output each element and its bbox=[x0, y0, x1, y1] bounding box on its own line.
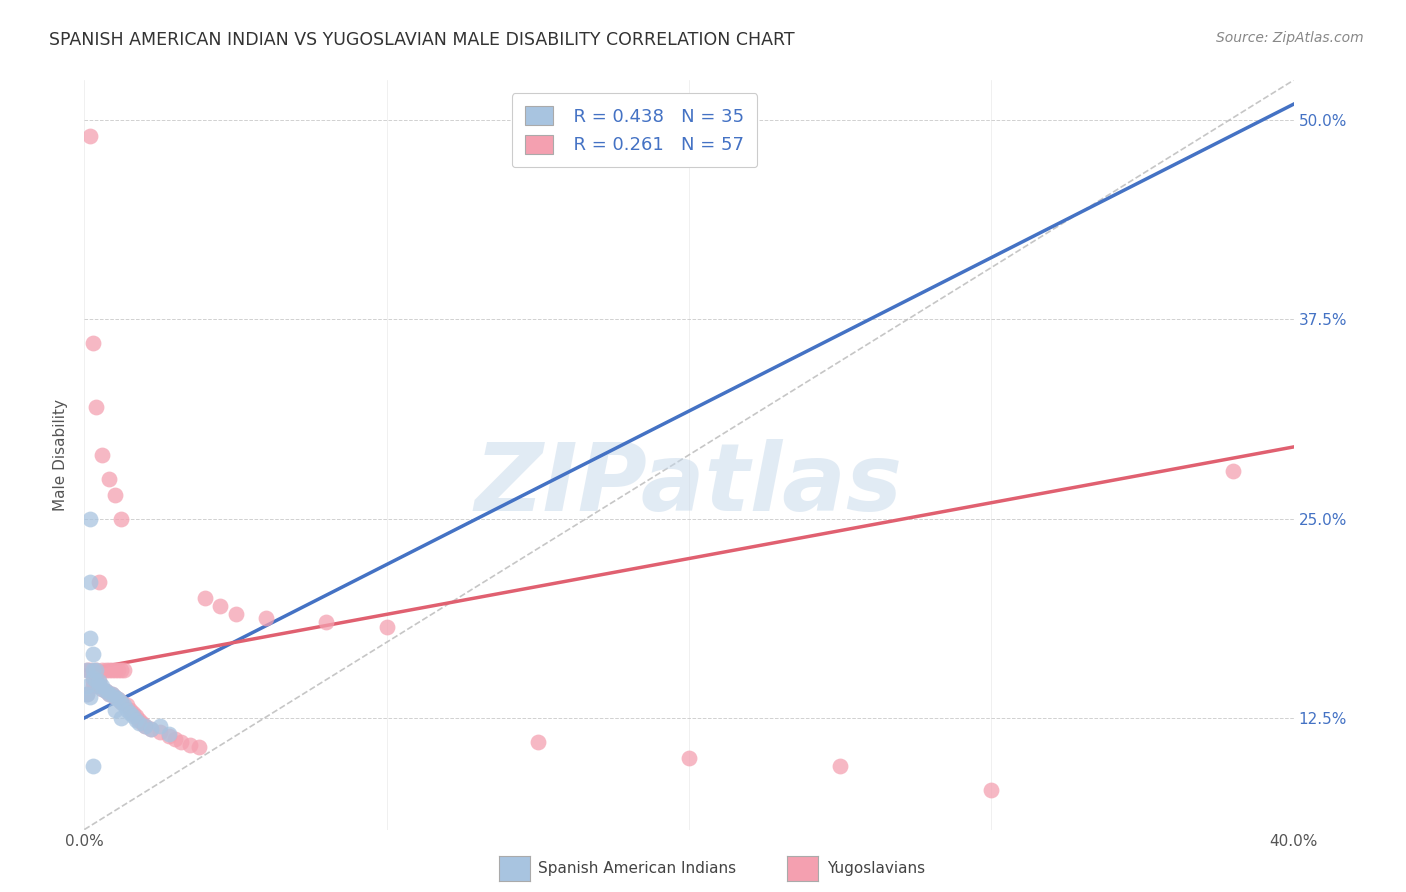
Point bbox=[830, 759, 852, 773]
Point bbox=[97, 687, 120, 701]
Point bbox=[82, 663, 104, 677]
Text: ZIPatlas: ZIPatlas bbox=[475, 439, 903, 531]
Point bbox=[89, 679, 111, 693]
Point bbox=[104, 690, 127, 705]
Point bbox=[76, 687, 98, 701]
Point bbox=[121, 709, 143, 723]
Point bbox=[91, 663, 114, 677]
Point bbox=[225, 607, 247, 622]
Point bbox=[89, 674, 111, 689]
Point bbox=[110, 695, 132, 709]
Point bbox=[97, 472, 120, 486]
Point bbox=[1222, 464, 1244, 478]
Point bbox=[76, 663, 98, 677]
Point bbox=[91, 682, 114, 697]
Point bbox=[82, 759, 104, 773]
Point bbox=[107, 691, 129, 706]
Point bbox=[149, 719, 172, 733]
Point bbox=[110, 511, 132, 525]
Point bbox=[79, 511, 101, 525]
Point bbox=[188, 739, 211, 754]
Point bbox=[125, 713, 148, 727]
Point bbox=[104, 690, 127, 705]
Point bbox=[82, 674, 104, 689]
Point bbox=[125, 709, 148, 723]
Point bbox=[110, 663, 132, 677]
Point bbox=[157, 729, 180, 743]
Point bbox=[134, 719, 156, 733]
Point bbox=[179, 738, 201, 752]
Point bbox=[678, 751, 700, 765]
Point bbox=[107, 691, 129, 706]
Point bbox=[76, 679, 98, 693]
Point bbox=[89, 575, 111, 590]
Point bbox=[100, 663, 122, 677]
Point bbox=[104, 703, 127, 717]
Point bbox=[315, 615, 337, 630]
Point bbox=[118, 703, 141, 717]
Point bbox=[91, 679, 114, 693]
Legend:   R = 0.438   N = 35,   R = 0.261   N = 57: R = 0.438 N = 35, R = 0.261 N = 57 bbox=[512, 93, 758, 167]
Point bbox=[375, 620, 398, 634]
Point bbox=[527, 735, 550, 749]
Point bbox=[76, 687, 98, 701]
Point bbox=[115, 698, 138, 713]
Point bbox=[980, 782, 1002, 797]
Point bbox=[139, 722, 162, 736]
Point bbox=[94, 684, 117, 698]
Point bbox=[94, 663, 117, 677]
Point bbox=[100, 687, 122, 701]
Point bbox=[128, 713, 150, 727]
Point bbox=[104, 488, 127, 502]
Point bbox=[79, 663, 101, 677]
Point bbox=[86, 400, 108, 414]
Point bbox=[118, 706, 141, 721]
Point bbox=[209, 599, 232, 614]
Point bbox=[194, 591, 217, 606]
Point bbox=[79, 690, 101, 705]
Point bbox=[112, 698, 135, 713]
Point bbox=[97, 663, 120, 677]
Text: Source: ZipAtlas.com: Source: ZipAtlas.com bbox=[1216, 31, 1364, 45]
Point bbox=[91, 682, 114, 697]
Point bbox=[165, 731, 187, 746]
Point bbox=[134, 719, 156, 733]
Point bbox=[97, 687, 120, 701]
Point bbox=[79, 632, 101, 646]
Point bbox=[82, 671, 104, 685]
Point bbox=[86, 674, 108, 689]
Point bbox=[82, 679, 104, 693]
Point bbox=[86, 674, 108, 689]
Point bbox=[94, 684, 117, 698]
Point bbox=[89, 674, 111, 689]
Point bbox=[76, 663, 98, 677]
Point bbox=[79, 575, 101, 590]
Point bbox=[110, 695, 132, 709]
Point bbox=[128, 715, 150, 730]
Text: Spanish American Indians: Spanish American Indians bbox=[538, 862, 737, 876]
Point bbox=[86, 663, 108, 677]
Point bbox=[139, 722, 162, 736]
Point bbox=[170, 735, 193, 749]
Point bbox=[121, 706, 143, 721]
Point bbox=[86, 663, 108, 677]
Point bbox=[107, 663, 129, 677]
Point bbox=[131, 715, 153, 730]
Point bbox=[82, 647, 104, 661]
Point bbox=[104, 663, 127, 677]
Point bbox=[79, 129, 101, 144]
Point bbox=[91, 448, 114, 462]
Point bbox=[157, 727, 180, 741]
Text: SPANISH AMERICAN INDIAN VS YUGOSLAVIAN MALE DISABILITY CORRELATION CHART: SPANISH AMERICAN INDIAN VS YUGOSLAVIAN M… bbox=[49, 31, 794, 49]
Text: Yugoslavians: Yugoslavians bbox=[827, 862, 925, 876]
Point bbox=[82, 336, 104, 351]
Point bbox=[115, 703, 138, 717]
Point bbox=[254, 610, 277, 624]
Point bbox=[110, 711, 132, 725]
Point bbox=[100, 687, 122, 701]
Point bbox=[112, 663, 135, 677]
Point bbox=[149, 725, 172, 739]
Y-axis label: Male Disability: Male Disability bbox=[53, 399, 69, 511]
Point bbox=[89, 679, 111, 693]
